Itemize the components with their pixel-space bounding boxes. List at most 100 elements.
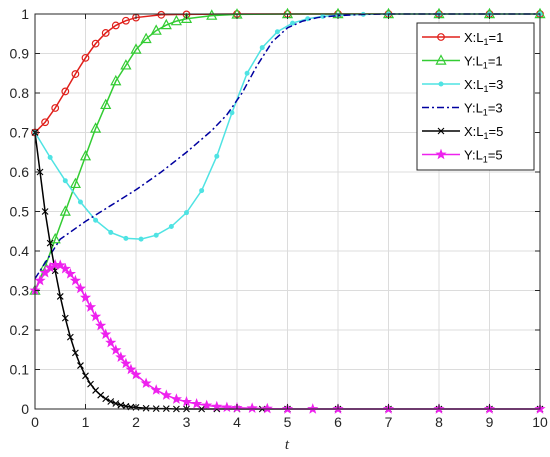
- data-point: [84, 301, 97, 312]
- data-point: [90, 310, 102, 322]
- data-point: [140, 377, 152, 389]
- data-point: [56, 293, 64, 300]
- legend-label: Y:L1=5: [464, 148, 503, 165]
- x-tick-label: 3: [183, 414, 191, 430]
- legend-entry-3: Y:L1=3: [422, 101, 503, 118]
- legend-label: X:L1=1: [464, 30, 503, 47]
- data-point: [41, 118, 49, 127]
- data-point: [64, 268, 76, 279]
- data-point: [170, 14, 183, 26]
- x-tick-label: 4: [233, 414, 241, 430]
- data-point: [435, 54, 447, 65]
- data-point: [110, 344, 122, 355]
- data-point: [66, 333, 74, 341]
- data-point: [107, 398, 115, 405]
- y-tick-label: 0.3: [10, 283, 30, 299]
- x-tick-label: 7: [385, 414, 393, 430]
- data-point-stroke: [107, 398, 115, 405]
- data-point-stroke: [72, 349, 79, 357]
- legend-entry-5: Y:L1=5: [422, 148, 503, 165]
- data-point: [130, 368, 142, 380]
- data-point: [71, 70, 80, 78]
- data-point: [59, 262, 71, 274]
- legend-entry-1: Y:L1=1: [422, 54, 503, 71]
- data-point: [214, 153, 220, 159]
- data-point: [120, 59, 132, 70]
- data-point-stroke: [102, 395, 110, 403]
- data-point: [47, 154, 53, 160]
- data-point: [191, 398, 203, 409]
- legend-label: Y:L1=3: [464, 101, 503, 118]
- legend-entry-4: X:L1=5: [422, 124, 503, 141]
- data-point: [97, 391, 105, 399]
- data-point: [112, 400, 120, 407]
- data-point: [120, 357, 132, 369]
- y-tick-label: 0.8: [10, 85, 30, 101]
- data-point: [180, 396, 193, 407]
- data-point: [125, 363, 137, 375]
- data-point-stroke: [61, 314, 69, 322]
- data-point: [102, 395, 110, 403]
- legend-label: X:L1=3: [464, 77, 503, 94]
- data-point: [168, 224, 174, 230]
- data-point: [79, 291, 92, 303]
- data-point-stroke: [56, 293, 64, 300]
- data-point: [100, 98, 112, 110]
- data-point: [184, 210, 189, 216]
- data-point: [153, 232, 159, 238]
- y-tick-label: 0.4: [10, 243, 30, 259]
- data-point-stroke: [82, 372, 89, 380]
- data-point: [36, 168, 44, 176]
- data-point: [61, 87, 70, 96]
- y-tick-label: 0.5: [10, 204, 30, 220]
- series-layer: [29, 7, 546, 414]
- data-point: [101, 29, 110, 37]
- data-point: [160, 389, 172, 400]
- data-point: [51, 104, 60, 112]
- data-point: [91, 39, 100, 48]
- data-point: [100, 328, 112, 340]
- data-point: [201, 399, 213, 411]
- data-point: [72, 349, 79, 357]
- data-point: [150, 24, 162, 35]
- x-tick-label: 2: [132, 414, 140, 430]
- y-tick-label: 0.7: [10, 125, 30, 141]
- x-tick-label: 0: [31, 414, 39, 430]
- data-point-stroke: [41, 208, 49, 215]
- data-point: [140, 32, 152, 44]
- data-point: [89, 122, 102, 133]
- data-point: [121, 16, 130, 25]
- data-point: [105, 336, 117, 348]
- data-point: [138, 236, 144, 242]
- x-tick-label: 9: [486, 414, 494, 430]
- data-point: [199, 188, 205, 194]
- data-point: [170, 393, 182, 404]
- data-point: [93, 217, 99, 223]
- data-point: [82, 372, 89, 380]
- data-point: [69, 177, 82, 189]
- data-point: [49, 232, 61, 244]
- data-point-stroke: [77, 362, 84, 369]
- x-tick-label: 5: [284, 414, 292, 430]
- data-point: [117, 401, 125, 409]
- data-point-stroke: [92, 387, 99, 394]
- data-point: [61, 314, 69, 322]
- series-5: [29, 258, 546, 414]
- data-point: [150, 384, 162, 395]
- data-point: [59, 205, 71, 216]
- y-tick-label: 0.9: [10, 46, 30, 62]
- data-point-stroke: [112, 400, 120, 407]
- data-point: [259, 45, 265, 51]
- data-point: [246, 402, 258, 413]
- data-point-stroke: [117, 401, 125, 409]
- y-tick-label: 0.6: [10, 164, 30, 180]
- data-point: [130, 43, 142, 54]
- data-point: [274, 29, 280, 35]
- data-point: [41, 208, 49, 215]
- data-point-stroke: [142, 404, 150, 412]
- data-point: [46, 239, 54, 247]
- data-point: [290, 20, 296, 26]
- data-point-stroke: [66, 333, 74, 341]
- data-point: [123, 235, 129, 241]
